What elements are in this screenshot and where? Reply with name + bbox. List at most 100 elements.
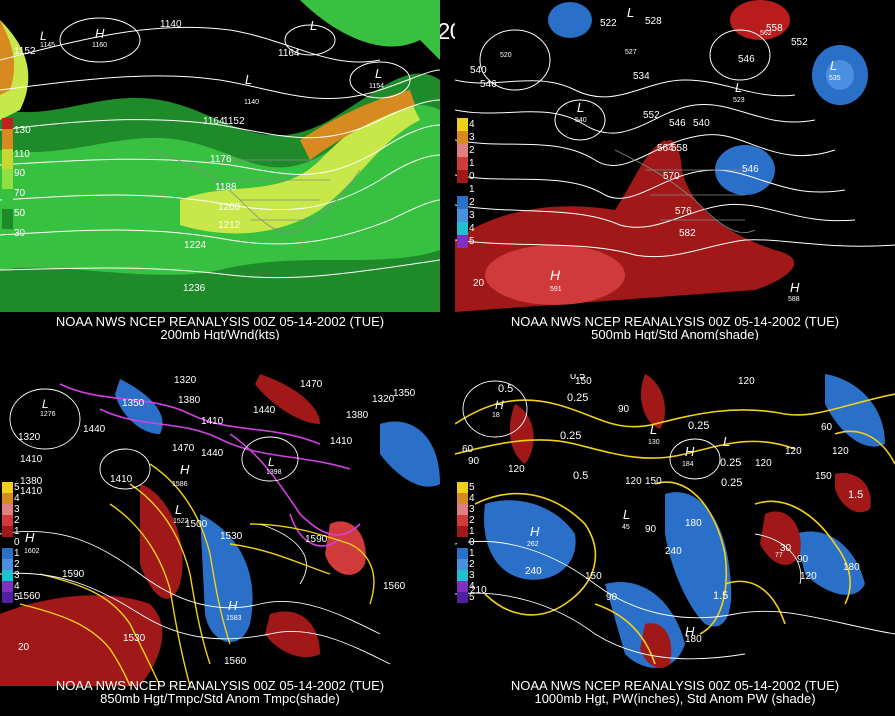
anomaly-colorbar: 5 4 3 2 1 0 1 2 3 4 5 xyxy=(2,482,28,622)
contour-label: 0.5 xyxy=(573,470,588,482)
center-value: 1586 xyxy=(172,481,188,488)
high-center: H xyxy=(530,524,540,539)
contour-label: 546 xyxy=(669,118,686,129)
legend-label: 5 xyxy=(14,482,20,493)
low-center: L xyxy=(623,507,630,522)
low-center: L xyxy=(650,422,657,437)
contour-label: 1440 xyxy=(201,448,224,459)
legend-label: 3 xyxy=(14,570,20,581)
contour-label: 120 xyxy=(832,446,849,457)
legend-label: 30 xyxy=(14,228,26,239)
center-value: 45 xyxy=(622,524,630,531)
caption-line2: 850mb Hgt/Tmpc/Std Anom Tmpc(shade) xyxy=(100,691,340,706)
contour-label: 1152 xyxy=(223,116,245,127)
legend-label: 1 xyxy=(469,526,475,537)
contour-label: 1164 xyxy=(278,48,300,59)
caption-line2: 1000mb Hgt, PW(inches), Std Anom PW (sha… xyxy=(534,691,816,706)
legend-label: 5 xyxy=(469,482,475,493)
legend-label: 5 xyxy=(14,592,20,603)
legend-label: 3 xyxy=(469,210,475,221)
contour-label: 1350 xyxy=(393,388,416,399)
high-center: H xyxy=(180,462,190,477)
center-value: 130 xyxy=(648,439,660,446)
contour-label: 552 xyxy=(643,110,660,121)
caption-line1: NOAA NWS NCEP REANALYSIS 00Z 05-14-2002 … xyxy=(510,314,840,329)
contour-label: 20 xyxy=(18,642,30,653)
contour-label: 582 xyxy=(679,228,696,239)
contour-label: 1.5 xyxy=(848,489,863,501)
legend-label: 4 xyxy=(14,581,20,592)
contour-label: 90 xyxy=(645,524,657,535)
legend-label: 4 xyxy=(469,119,475,130)
contour-label: 1152 xyxy=(14,46,36,57)
legend-label: 1 xyxy=(469,184,475,195)
contour-label: 90 xyxy=(606,592,618,603)
legend-label: 3 xyxy=(469,504,475,515)
contour-label: 60 xyxy=(462,444,474,455)
contour-label: 1380 xyxy=(20,476,43,487)
legend-label: 1 xyxy=(14,548,20,559)
high-center: H xyxy=(495,398,504,412)
legend-label: 1 xyxy=(14,526,20,537)
contour-label: 1440 xyxy=(253,405,276,416)
contour-label: 1140 xyxy=(160,19,182,30)
contour-label: 1410 xyxy=(330,436,353,447)
low-center: L xyxy=(735,80,742,95)
center-value: 1140 xyxy=(244,99,259,106)
high-center: H xyxy=(790,280,800,295)
contour-label: 1380 xyxy=(178,395,201,406)
contour-label: 546 xyxy=(738,54,755,65)
legend-label: 2 xyxy=(469,145,475,156)
low-center: L xyxy=(175,502,182,517)
contour-label: 0.25 xyxy=(705,374,726,377)
contour-label: 90 xyxy=(618,404,630,415)
center-value: 1154 xyxy=(369,83,384,90)
legend-label: 2 xyxy=(469,515,475,526)
center-value: 527 xyxy=(625,49,637,56)
contour-label: 120 xyxy=(508,464,525,475)
center-value: 1398 xyxy=(266,469,282,476)
low-center: L xyxy=(723,434,730,449)
contour-label: 1500 xyxy=(185,519,208,530)
map-1000mb: 0.5 0.25 0.25 0.5 0.25 0.25 0.25 0.25 0.… xyxy=(455,374,895,686)
high-center: H xyxy=(25,530,35,545)
contour-label: 1590 xyxy=(305,534,328,545)
center-value: 535 xyxy=(829,75,841,82)
contour-label: 90 xyxy=(468,456,480,467)
contour-label: 1560 xyxy=(383,581,406,592)
contour-label: 210 xyxy=(470,585,487,596)
caption-line2: 500mb Hgt/Std Anom(shade) xyxy=(591,327,759,340)
legend-label: 110 xyxy=(14,149,30,160)
legend-label: 1 xyxy=(469,158,475,169)
map-850mb: 1320 1410 1440 1380 1410 1350 1380 1320 … xyxy=(0,374,440,687)
low-center: L xyxy=(577,100,584,115)
contour-label: 1188 xyxy=(215,182,237,193)
contour-label: 1350 xyxy=(122,398,145,409)
contour-label: 150 xyxy=(645,476,662,487)
caption-line1: NOAA NWS NCEP REANALYSIS 00Z 05-14-2002 … xyxy=(55,314,385,329)
low-center: L xyxy=(268,455,275,469)
high-center: H xyxy=(228,598,238,613)
contour-label: 180 xyxy=(843,562,860,573)
center-value: 77 xyxy=(775,552,783,559)
legend-label: 50 xyxy=(14,208,26,219)
contour-label: 1410 xyxy=(201,416,224,427)
contour-label: 0.25 xyxy=(567,392,588,404)
contour-label: 180 xyxy=(685,518,702,529)
low-center: L xyxy=(40,29,47,43)
contour-label: 150 xyxy=(575,376,592,387)
low-center: L xyxy=(310,18,317,33)
contour-label: 558 xyxy=(766,23,783,34)
contour-label: 0.5 xyxy=(570,374,585,382)
contour-label: 90 xyxy=(797,554,809,565)
center-value: 1160 xyxy=(92,42,107,49)
caption-line1: NOAA NWS NCEP REANALYSIS 00Z 05-14-2002 … xyxy=(55,678,385,693)
contour-label: 1410 xyxy=(110,474,133,485)
contour-label: 180 xyxy=(685,634,702,645)
center-value: 18 xyxy=(492,412,500,419)
contour-label: 240 xyxy=(525,566,542,577)
low-center: L xyxy=(830,58,837,73)
contour-label: 1212 xyxy=(218,220,241,231)
legend-label: 90 xyxy=(14,168,26,179)
contour-label: 1530 xyxy=(123,633,146,644)
